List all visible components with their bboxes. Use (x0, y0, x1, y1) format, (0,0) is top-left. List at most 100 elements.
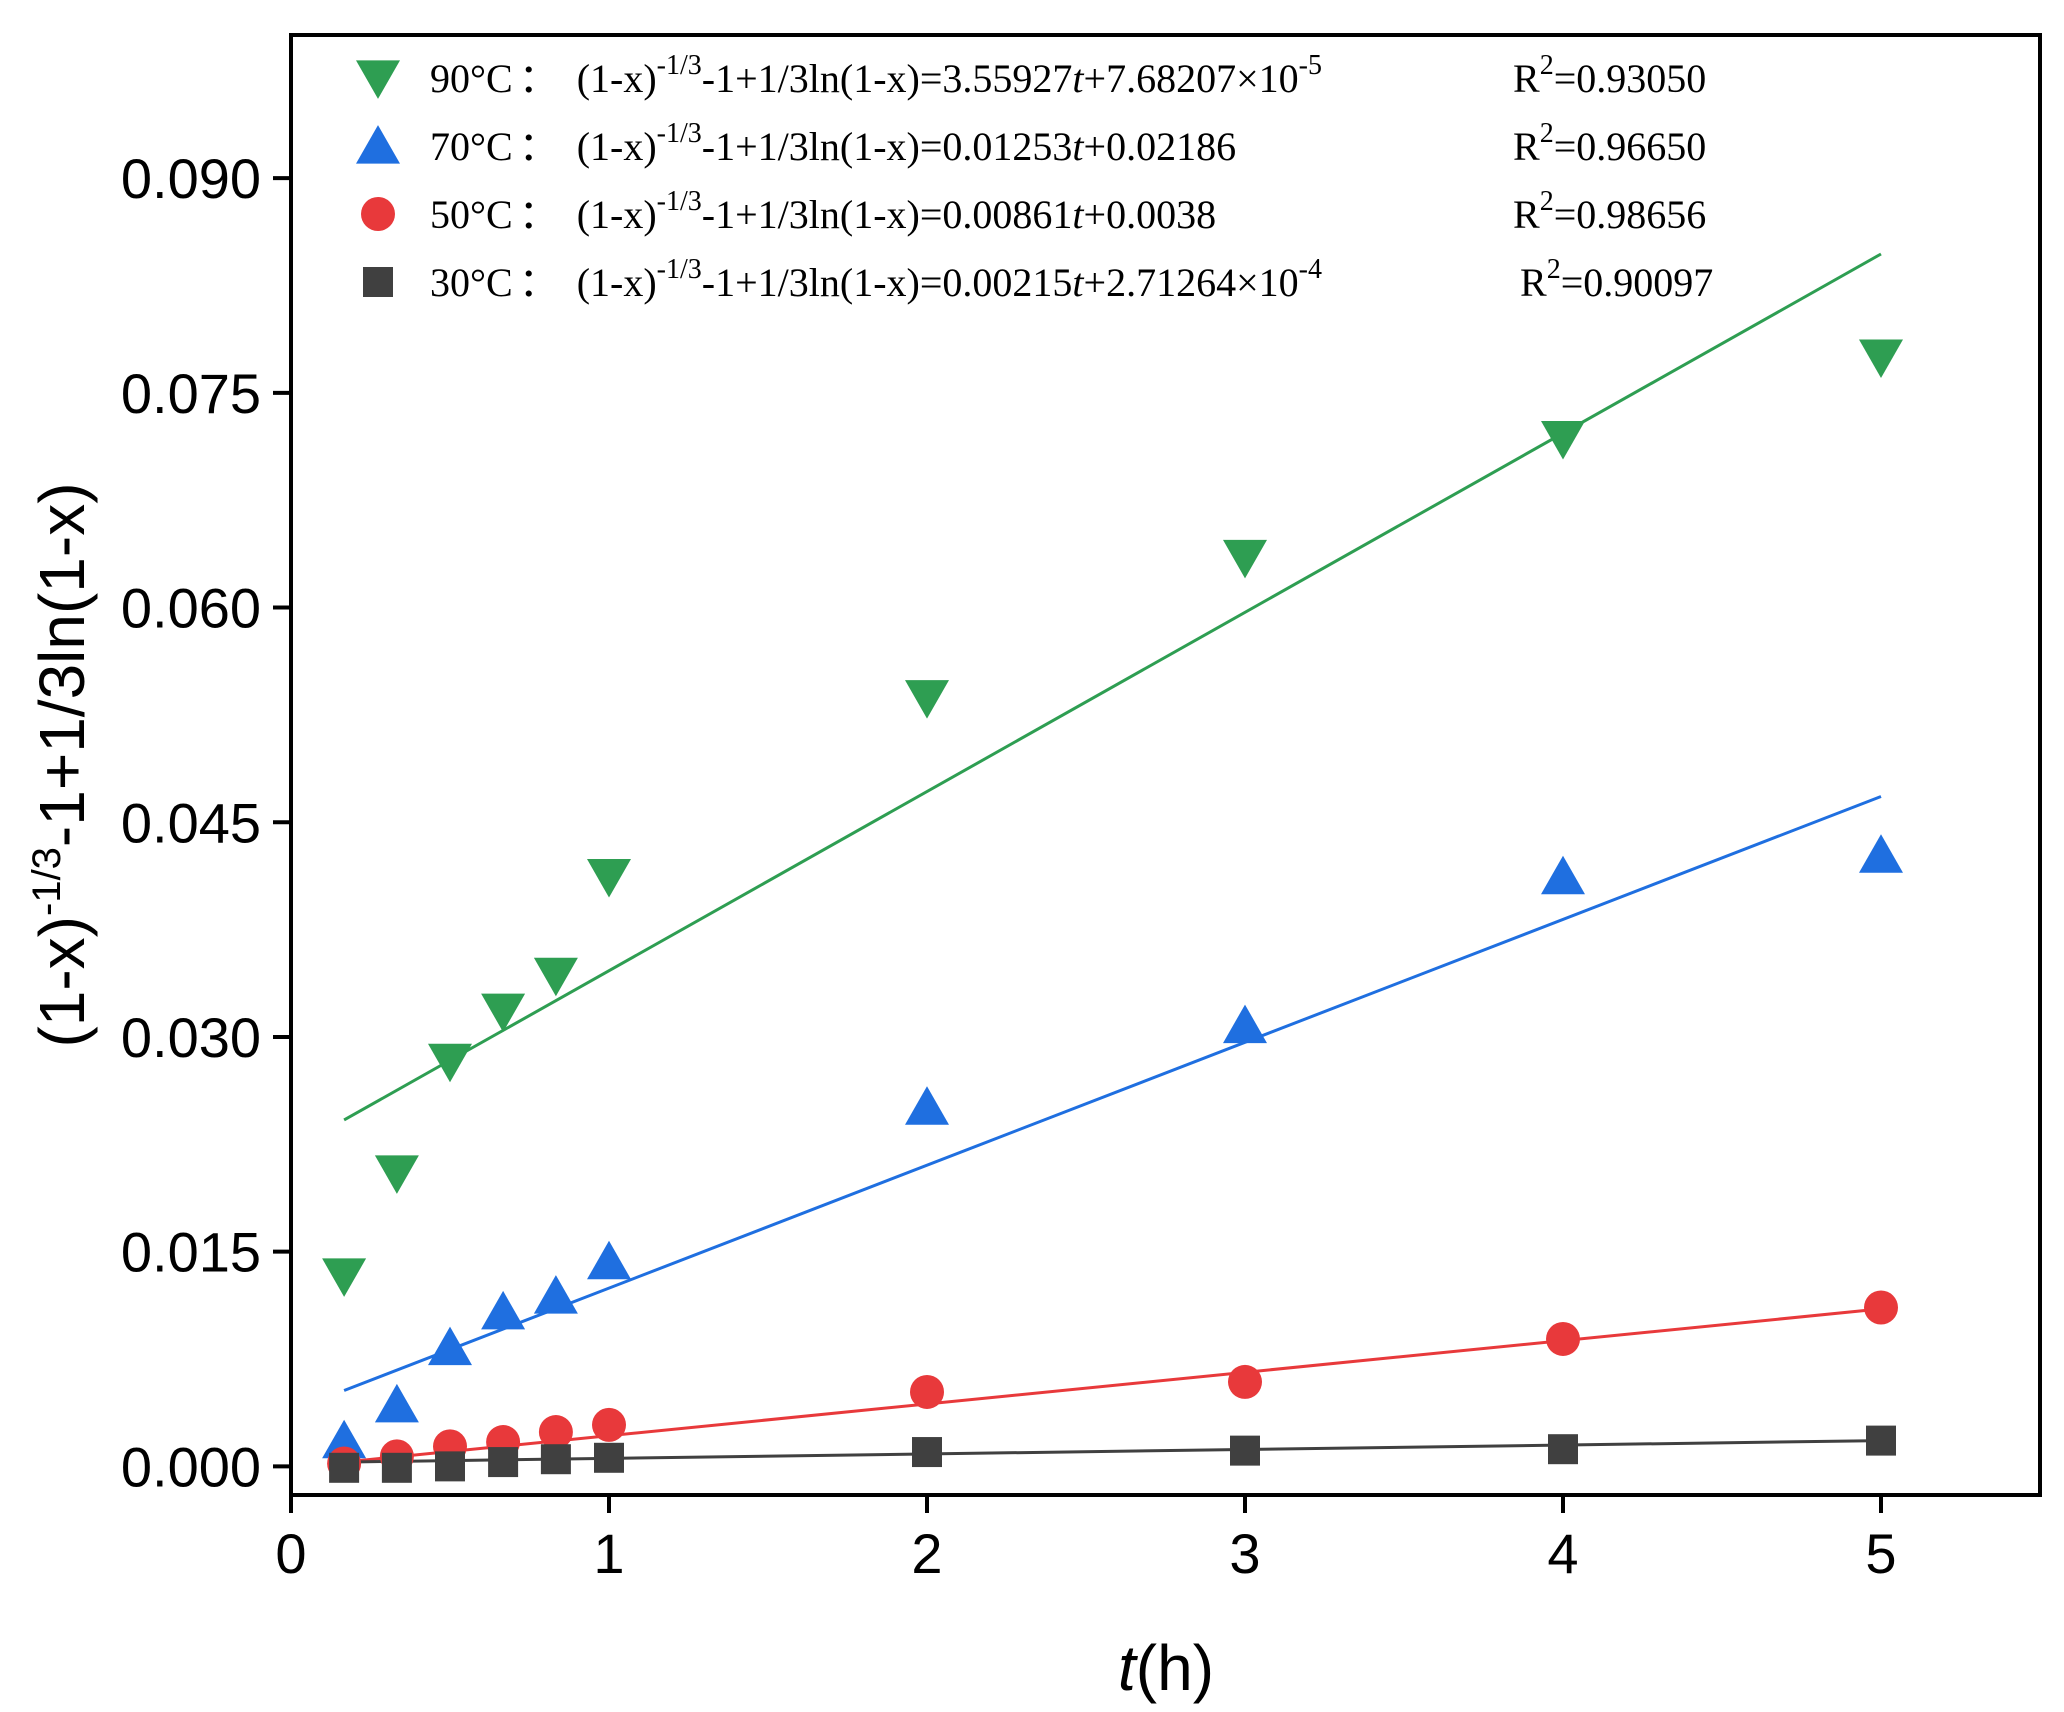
point-70c (481, 1290, 526, 1330)
legend-text-part: +0.0038 (1084, 192, 1217, 237)
x-tick-label: 4 (1547, 1522, 1578, 1585)
point-70c (533, 1275, 578, 1314)
legend-text-part: +7.68207×10 (1084, 56, 1299, 101)
point-90c (1541, 421, 1585, 460)
point-70c (1541, 855, 1585, 895)
legend-text-part: (1-x) (577, 124, 657, 169)
fit-line-50c (343, 1307, 1882, 1464)
legend-entry-30c: 30°C： (1-x)-1/3-1+1/3ln(1-x)=0.00215t+2.7… (430, 254, 1322, 305)
legend: 90°C： (1-x)-1/3-1+1/3ln(1-x)=3.55927t+7.6… (356, 50, 1713, 305)
point-50c (1864, 1290, 1898, 1325)
fit-lines (343, 252, 1882, 1464)
legend-text-part: -1+1/3ln(1-x)=0.00861 (702, 192, 1073, 237)
point-30c (1230, 1435, 1260, 1466)
legend-r2-part: R (1513, 124, 1540, 169)
legend-r2-part: 2 (1540, 186, 1554, 217)
fit-line-30c (344, 1439, 1882, 1464)
x-axis-title-unit: (h) (1136, 1632, 1214, 1704)
point-90c (533, 957, 578, 997)
point-70c (905, 1086, 949, 1125)
legend-marker-50c (361, 197, 395, 231)
legend-r2-90c: R2=0.93050 (1513, 50, 1706, 101)
y-axis: 0.000 0.015 0.030 0.045 0.060 0.075 0.090 (121, 147, 291, 1498)
legend-text-part: -1+1/3ln(1-x)=0.00215 (702, 260, 1073, 305)
x-tick-label: 3 (1229, 1522, 1260, 1585)
legend-text-part: ： (519, 124, 559, 169)
point-30c (540, 1444, 571, 1475)
legend-text-part: ： (519, 260, 559, 305)
point-30c (1548, 1434, 1578, 1465)
legend-text-part: -1/3 (657, 186, 702, 217)
x-tick-label: 0 (275, 1522, 306, 1585)
x-axis-title: t(h) (1118, 1632, 1214, 1704)
point-90c (428, 1043, 472, 1083)
legend-entry-50c: 50°C： (1-x)-1/3-1+1/3ln(1-x)=0.00861t+0.0… (430, 186, 1216, 237)
y-tick-label: 0.000 (121, 1435, 261, 1498)
legend-r2-part: 2 (1540, 118, 1554, 149)
y-axis-title-base: (1-x) (26, 916, 98, 1048)
legend-text-part: 70°C (430, 124, 513, 169)
point-30c (1866, 1425, 1896, 1456)
legend-r2-part: =0.90097 (1561, 260, 1714, 305)
legend-entry-70c: 70°C： (1-x)-1/3-1+1/3ln(1-x)=0.01253t+0.0… (430, 118, 1236, 169)
x-axis: 0 1 2 3 4 5 (275, 1495, 1897, 1585)
y-tick-label: 0.060 (121, 577, 261, 640)
fit-line-70c (343, 795, 1882, 1392)
point-70c (428, 1326, 472, 1366)
point-90c (481, 993, 526, 1033)
legend-text-part: +2.71264×10 (1084, 260, 1299, 305)
point-90c (374, 1155, 419, 1194)
legend-text-part: (1-x) (577, 260, 657, 305)
point-90c (322, 1258, 367, 1297)
legend-text-part: -1+1/3ln(1-x)=3.55927 (702, 56, 1073, 101)
legend-text-part: +0.02186 (1084, 124, 1237, 169)
y-tick-label: 0.075 (121, 362, 261, 425)
y-tick-label: 0.030 (121, 1006, 261, 1069)
point-70c (322, 1419, 367, 1459)
x-axis-title-italic: t (1118, 1632, 1138, 1704)
point-50c (1228, 1364, 1262, 1399)
legend-r2-part: 2 (1547, 254, 1561, 285)
legend-text-part: -5 (1299, 50, 1322, 81)
fit-line-90c (343, 252, 1882, 1122)
point-30c (435, 1451, 465, 1482)
legend-r2-part: =0.96650 (1554, 124, 1707, 169)
y-tick-label: 0.015 (121, 1221, 261, 1284)
legend-text-part: -1/3 (657, 50, 702, 81)
point-90c (905, 680, 949, 719)
x-tick-label: 1 (593, 1522, 624, 1585)
legend-r2-part: 2 (1540, 50, 1554, 81)
point-70c (374, 1383, 419, 1423)
point-90c (587, 859, 631, 898)
legend-text-part: -1/3 (657, 254, 702, 285)
point-30c (594, 1442, 624, 1473)
point-30c (381, 1452, 412, 1483)
y-axis-title: (1-x)-1/3-1+1/3ln(1-x) (25, 482, 98, 1047)
data-markers (322, 339, 1903, 1483)
legend-text-part: (1-x) (577, 56, 657, 101)
legend-marker-90c (356, 60, 400, 99)
legend-text-part: t (1072, 56, 1084, 101)
point-90c (1859, 339, 1903, 378)
legend-text-part: (1-x) (577, 192, 657, 237)
legend-text-part: 90°C (430, 56, 513, 101)
legend-text-part: -1/3 (657, 118, 702, 149)
legend-r2-part: =0.98656 (1554, 192, 1707, 237)
point-50c (910, 1374, 944, 1409)
x-tick-label: 5 (1865, 1522, 1896, 1585)
point-30c (488, 1447, 519, 1478)
legend-marker-70c (356, 125, 400, 164)
point-30c (329, 1452, 360, 1483)
legend-text-part: 30°C (430, 260, 513, 305)
legend-r2-part: R (1520, 260, 1547, 305)
point-90c (1223, 539, 1267, 579)
legend-text-part: ： (519, 192, 559, 237)
legend-text-part: 50°C (430, 192, 513, 237)
plot-frame (289, 33, 2042, 1497)
legend-text-part: -4 (1299, 254, 1322, 285)
legend-text-part: -1+1/3ln(1-x)=0.01253 (702, 124, 1073, 169)
point-70c (587, 1240, 631, 1280)
legend-text-part: t (1072, 260, 1084, 305)
